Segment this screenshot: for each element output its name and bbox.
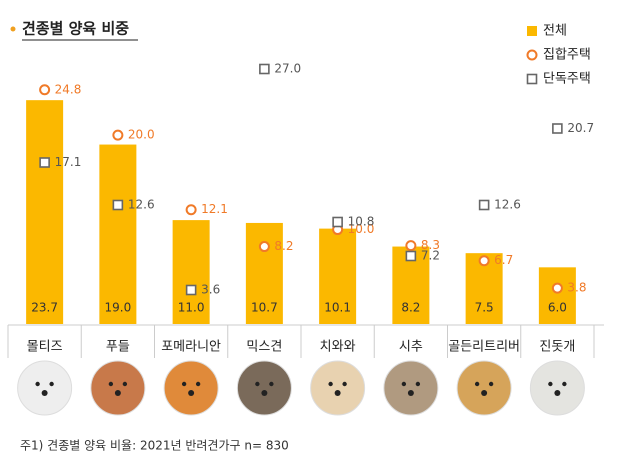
dog-nose [41,390,48,396]
dog-eye [328,381,333,387]
marker-square [332,216,343,228]
bar [538,267,576,324]
dog-nose [261,390,268,396]
dog-eye [474,381,480,387]
marker-circle [39,84,51,96]
x-tick-label: 푸들 [106,340,130,355]
x-tick-label: 포메라니안 [161,340,221,355]
bar [319,228,357,324]
dog-eye [488,381,494,387]
footnote: 주1) 견종별 양육 비율: 2021년 반려견가구 n= 830 [20,439,289,453]
dog-eye [269,381,274,387]
dog-eye [401,381,407,387]
x-tick-label: 시추 [399,340,423,355]
dog-photo [529,360,585,416]
bar [26,100,64,325]
bar-value-label: 6.0 [548,301,567,315]
legend-swatch [526,73,538,85]
dog-nose [407,390,414,396]
marker-value-label: 12.6 [128,198,155,212]
marker-value-label: 6.7 [494,253,513,267]
bar [99,144,137,324]
marker-value-label: 17.1 [55,155,82,169]
bar-value-label: 10.7 [251,301,278,315]
marker-square [185,284,197,296]
x-tick-label: 진돗개 [539,340,575,355]
dog-nose [334,390,341,396]
legend-swatch [527,26,537,36]
dog-eye [35,381,40,387]
marker-value-label: 20.7 [567,121,594,135]
bar-value-label: 23.7 [31,301,58,315]
marker-value-label: 12.1 [201,202,228,216]
title-bullet [10,26,16,32]
marker-circle [478,255,490,267]
marker-value-label: 12.6 [494,198,521,212]
legend-label: 전체 [543,24,567,39]
marker-square [405,250,417,262]
bar-value-label: 7.5 [475,301,494,315]
marker-circle [551,282,563,294]
x-tick-label: 치와와 [320,340,356,355]
marker-square [39,157,50,168]
x-tick-label: 몰티즈 [27,340,63,355]
marker-value-label: 20.0 [128,128,155,142]
marker-value-label: 10.8 [348,215,375,229]
dog-nose [114,390,121,396]
marker-value-label: 7.2 [421,249,440,263]
bar-value-label: 19.0 [105,301,132,315]
dog-eye [49,381,54,387]
dog-photo [236,360,292,416]
dog-photo [456,360,512,416]
bar-value-label: 11.0 [178,301,205,315]
marker-circle [258,241,270,253]
marker-square [112,199,124,211]
bar-value-label: 10.1 [324,301,351,315]
marker-square [259,63,270,75]
dog-nose [554,390,561,396]
dog-photo [383,360,439,416]
legend-swatch [526,49,538,61]
marker-square [552,123,563,134]
marker-circle [185,204,197,216]
marker-value-label: 8.3 [421,238,440,252]
dog-eye [255,381,260,387]
bar-value-label: 8.2 [401,301,420,315]
dog-photo [310,360,366,416]
marker-circle [112,129,124,141]
marker-square [478,199,490,211]
dog-nose [481,390,488,396]
bar [172,220,210,324]
x-tick-label: 믹스견 [246,340,282,355]
marker-value-label: 3.6 [201,283,220,297]
dog-photo [90,360,146,416]
dog-eye [342,381,347,387]
marker-value-label: 27.0 [274,62,301,76]
dog-eye [108,381,114,387]
dog-photo [163,360,219,416]
dog-nose [188,390,195,396]
marker-value-label: 3.8 [567,281,586,295]
marker-circle [405,240,417,252]
marker-value-label: 8.2 [274,239,293,253]
dog-eye [548,381,553,387]
x-tick-label: 골든리트리버 [448,340,520,355]
marker-value-label: 10.0 [348,222,375,236]
dog-eye [181,381,187,387]
legend-label: 집합주택 [543,48,591,63]
dog-photo [17,360,73,416]
dog-eye [562,381,567,387]
marker-value-label: 24.8 [55,82,82,96]
chart-title: 견종별 양육 비중 [22,20,129,38]
dog-eye [122,381,128,387]
legend-label: 단독주택 [543,72,591,87]
dog-eye [415,381,421,387]
dog-eye [195,381,201,387]
bar [245,222,283,324]
